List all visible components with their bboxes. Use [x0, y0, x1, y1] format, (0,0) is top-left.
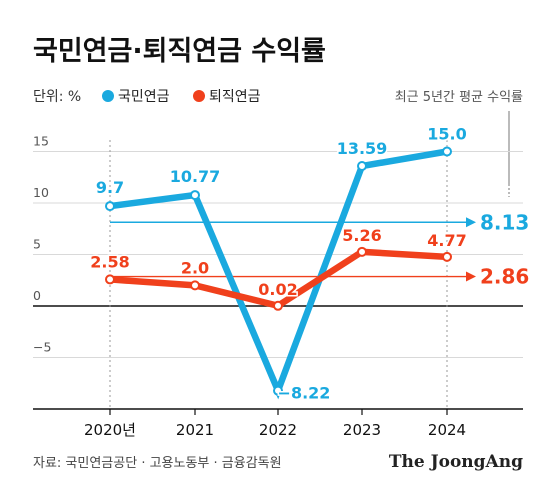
average-lines: 8.13 2.86 [110, 210, 529, 289]
x-tick-label: 2021 [176, 421, 214, 439]
x-tick-label: 2022 [259, 421, 297, 439]
data-point [190, 280, 200, 291]
legend-swatch-national [102, 90, 114, 102]
data-points [105, 146, 452, 396]
legend-label-retirement: 퇴직연금 [209, 89, 261, 105]
legend-swatch-retirement [193, 90, 205, 102]
y-axis-ticks: 15 10 5 0 −5 [33, 134, 51, 355]
average-arrowhead [466, 271, 476, 282]
data-point [273, 385, 283, 396]
average-label: 8.13 [480, 210, 529, 234]
data-point [190, 190, 200, 201]
data-label: 13.59 [337, 139, 388, 158]
data-point [105, 274, 115, 285]
brand-logo: The JoongAng [389, 452, 523, 472]
data-point [273, 300, 283, 311]
data-point [357, 161, 367, 172]
series-line [109, 148, 448, 400]
source-note: 자료: 국민연금공단 · 고용노동부 · 금융감독원 [33, 456, 282, 471]
data-label: 10.77 [170, 167, 221, 186]
data-point [105, 201, 115, 212]
average-note: 최근 5년간 평균 수익률 [395, 90, 523, 105]
data-label: 15.0 [427, 125, 466, 144]
y-tick-label: 15 [33, 134, 49, 149]
data-label: 4.77 [427, 231, 466, 250]
legend-label-national: 국민연금 [118, 89, 170, 105]
data-label: −8.22 [278, 384, 331, 403]
average-label: 2.86 [480, 265, 529, 289]
data-point [357, 246, 367, 257]
data-label: 0.02 [258, 280, 297, 299]
chart-title: 국민연금·퇴직연금 수익률 [33, 36, 326, 67]
average-arrowhead [466, 217, 476, 228]
data-label: 9.7 [96, 178, 124, 197]
y-tick-label: 5 [33, 237, 41, 252]
x-tick-label: 2023 [343, 421, 381, 439]
data-label: 2.58 [90, 252, 129, 271]
data-labels: 9.7 10.77 −8.22 13.59 15.0 2.58 2.0 0.02 5.26 4.7… [89, 123, 468, 404]
legend: 국민연금 퇴직연금 [102, 89, 261, 105]
series-lines [109, 148, 448, 400]
y-tick-label: 0 [33, 288, 41, 303]
unit-label: 단위: % [33, 89, 81, 105]
data-point [442, 146, 452, 157]
x-tick-label: 2024 [428, 421, 466, 439]
data-point [442, 251, 452, 262]
y-tick-label: −5 [33, 340, 51, 355]
x-axis-ticks: 2020년 2021 2022 2023 2024 [84, 409, 466, 439]
data-label: 2.0 [181, 258, 209, 277]
y-tick-label: 10 [33, 185, 49, 200]
data-label: 5.26 [342, 226, 381, 245]
x-tick-label: 2020년 [84, 421, 136, 439]
